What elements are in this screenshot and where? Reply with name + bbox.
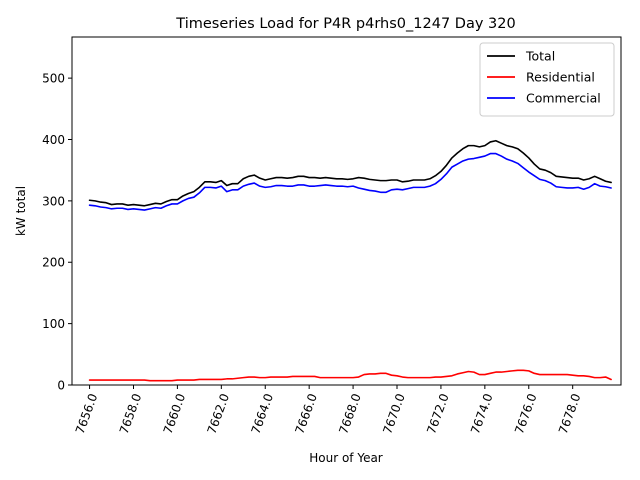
legend-label-total: Total [525, 49, 555, 64]
x-axis: 7656.0 7658.0 7660.0 7662.0 7664.0 7666.0 7668… [73, 385, 584, 436]
y-tick-label: 400 [42, 133, 65, 147]
legend: Total Residential Commercial [479, 42, 615, 117]
y-tick-label: 0 [57, 379, 65, 393]
x-tick-label: 7674.0 [468, 392, 496, 436]
plot-frame [71, 36, 622, 386]
y-tick-label: 500 [42, 72, 65, 86]
x-tick-label: 7662.0 [205, 392, 233, 436]
x-tick-label: 7666.0 [292, 392, 320, 436]
y-axis-label: kW total [14, 186, 28, 236]
x-tick-label: 7658.0 [117, 392, 145, 436]
legend-label-commercial: Commercial [526, 91, 601, 106]
y-tick-label: 300 [42, 194, 65, 208]
series-line-commercial [88, 152, 612, 211]
chart-title: Timeseries Load for P4R p4rhs0_1247 Day … [175, 16, 515, 32]
x-tick-label: 7656.0 [73, 392, 101, 436]
x-axis-label: Hour of Year [309, 451, 383, 465]
x-tick-label: 7672.0 [424, 392, 452, 436]
series-layer [88, 139, 612, 382]
x-tick-label: 7664.0 [248, 392, 276, 436]
y-tick-label: 200 [42, 256, 65, 270]
y-axis: 0 100 200 300 400 500 [42, 72, 72, 393]
legend-label-residential: Residential [526, 70, 595, 85]
series-line-residential [88, 369, 612, 382]
y-tick-label: 100 [42, 317, 65, 331]
x-tick-label: 7670.0 [380, 392, 408, 436]
x-tick-label: 7676.0 [512, 392, 540, 436]
x-tick-label: 7678.0 [556, 392, 584, 436]
x-tick-label: 7660.0 [161, 392, 189, 436]
x-tick-label: 7668.0 [336, 392, 364, 436]
series-line-total [88, 139, 612, 207]
